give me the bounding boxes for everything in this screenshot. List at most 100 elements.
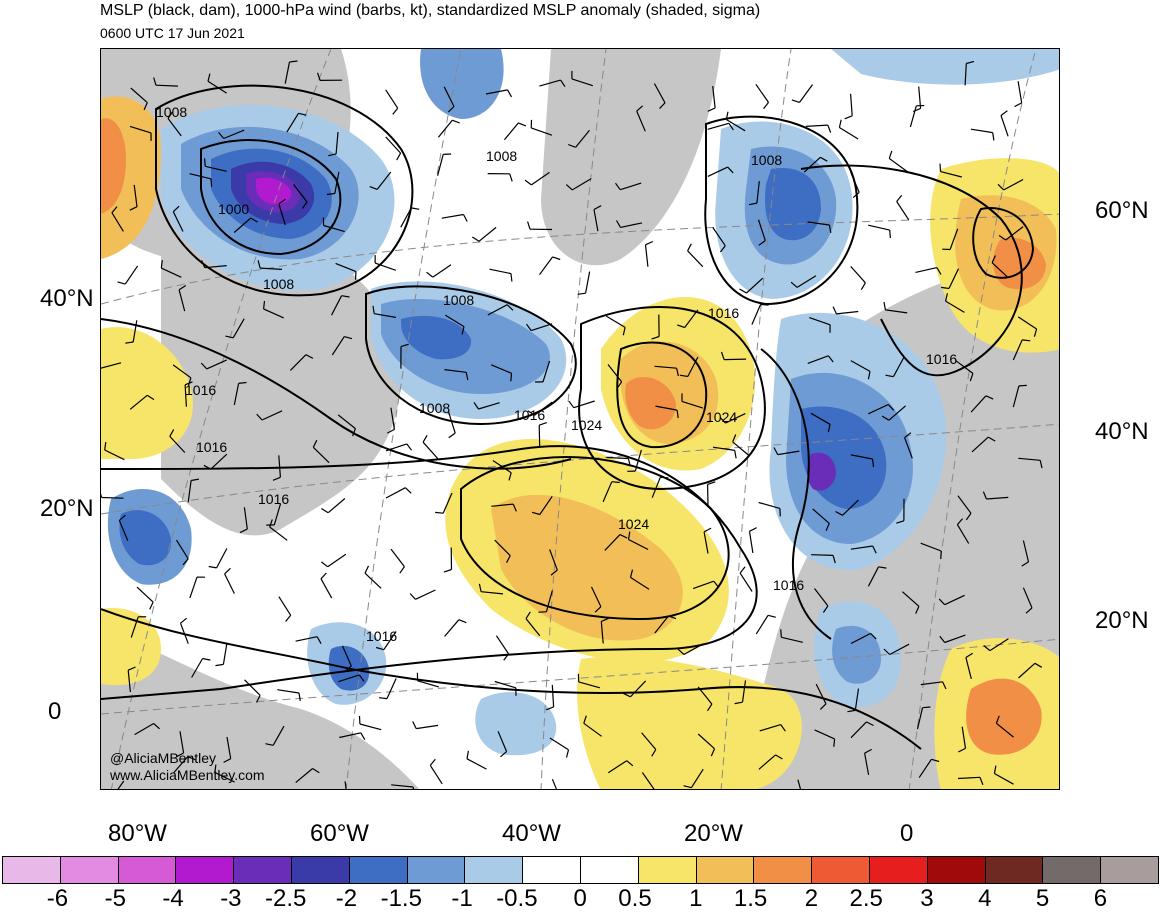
wind-barb xyxy=(277,690,299,693)
wind-barb-feather xyxy=(203,659,211,661)
isobar-label: 1016 xyxy=(366,628,397,644)
wind-barb-feather xyxy=(410,594,416,600)
isobar-label: 1008 xyxy=(443,292,474,308)
wind-barb-feather xyxy=(435,512,443,513)
wind-barb-feather xyxy=(761,304,769,305)
wind-barb-feather xyxy=(740,289,747,293)
colorbar-tick-label: 4 xyxy=(978,885,991,913)
wind-barb-feather xyxy=(528,222,530,230)
lon-label-60w: 60°W xyxy=(310,820,369,848)
wind-barb xyxy=(540,257,553,275)
wind-barb xyxy=(574,401,595,408)
wind-barb-feather xyxy=(365,566,369,573)
wind-barb xyxy=(386,444,407,451)
wind-barb-feather xyxy=(510,174,513,182)
wind-barb xyxy=(190,577,197,598)
colorbar-cell xyxy=(638,856,697,884)
colorbar-tick-label: 2.5 xyxy=(850,885,883,913)
wind-barb xyxy=(839,128,858,140)
wind-barb-feather xyxy=(781,629,782,637)
wind-barb-feather xyxy=(1019,385,1027,386)
colorbar-tick-label: -3 xyxy=(220,885,241,913)
wind-barb xyxy=(800,85,813,103)
wind-barb xyxy=(445,620,459,637)
wind-barb-feather xyxy=(444,570,452,573)
lon-label-40w: 40°W xyxy=(502,820,561,848)
isobar-label: 1008 xyxy=(419,400,450,416)
wind-barb xyxy=(365,573,381,588)
colorbar-tick-label: 0 xyxy=(574,885,587,913)
wind-barb-feather xyxy=(508,90,512,97)
wind-barb-feather xyxy=(1015,103,1022,107)
wind-barb-feather xyxy=(553,257,561,260)
wind-barb-feather xyxy=(181,618,187,623)
wind-barb xyxy=(430,765,442,784)
wind-barb xyxy=(586,272,590,294)
colorbar-cell xyxy=(985,856,1044,884)
credit-website: www.AliciaMBentley.com xyxy=(110,767,265,783)
map-panel: 1008 1000 1008 1008 1008 1008 1008 1016 … xyxy=(100,48,1060,790)
isobar-label: 1016 xyxy=(708,305,739,321)
wind-barb xyxy=(811,555,833,556)
map-canvas: 1008 1000 1008 1008 1008 1008 1008 1016 … xyxy=(101,49,1060,790)
wind-barb xyxy=(423,442,438,458)
wind-barb-feather xyxy=(792,100,800,103)
wind-barb-feather xyxy=(400,567,405,574)
isobar-label: 1016 xyxy=(196,439,227,455)
wind-barb xyxy=(217,548,227,568)
wind-barb xyxy=(102,498,124,499)
wind-barb-feather xyxy=(321,562,327,567)
lat-label-40n-right: 40°N xyxy=(1095,418,1149,446)
lon-label-0: 0 xyxy=(900,820,913,848)
colorbar-cell xyxy=(118,856,177,884)
wind-barb xyxy=(467,759,487,769)
wind-barb xyxy=(137,587,153,602)
wind-barb xyxy=(971,129,993,132)
wind-barb xyxy=(851,266,866,282)
wind-barb-feather xyxy=(449,433,456,438)
wind-barb-feather xyxy=(118,282,126,284)
wind-barb-feather xyxy=(764,102,769,108)
wind-barb xyxy=(552,685,553,707)
wind-barb-feather xyxy=(940,164,941,172)
wind-barb xyxy=(552,779,560,790)
wind-barb-feather xyxy=(511,373,512,381)
colorbar-tick-label: 5 xyxy=(1036,885,1049,913)
wind-barb-feather xyxy=(286,615,291,621)
wind-barb-feather xyxy=(884,302,885,310)
colorbar xyxy=(2,856,1158,884)
isobar-label: 1008 xyxy=(486,148,517,164)
wind-barb xyxy=(360,724,381,730)
isobar-label: 1024 xyxy=(706,409,737,425)
wind-barb xyxy=(550,738,569,750)
isobar-label: 1008 xyxy=(751,152,782,168)
colorbar-cell xyxy=(291,856,350,884)
wind-barb xyxy=(1018,81,1022,103)
colorbar-cell xyxy=(696,856,755,884)
colorbar-cell xyxy=(580,856,639,884)
wind-barb xyxy=(724,359,746,360)
isobar-label: 1024 xyxy=(571,417,602,433)
lon-label-80w: 80°W xyxy=(108,820,167,848)
wind-barb-feather xyxy=(101,490,102,498)
wind-barb-feather xyxy=(750,528,757,532)
wind-barb xyxy=(387,679,396,699)
wind-barb xyxy=(225,574,235,594)
wind-barb xyxy=(328,499,345,513)
wind-barb-feather xyxy=(379,698,387,699)
wind-barb xyxy=(897,202,909,220)
wind-barb-feather xyxy=(845,116,853,119)
wind-barb-feather xyxy=(411,208,419,209)
wind-barb-feather xyxy=(688,244,692,251)
wind-barb-feather xyxy=(209,567,217,568)
wind-barb-feather xyxy=(423,435,427,442)
wind-barb-feather xyxy=(1001,111,1007,116)
colorbar-cell xyxy=(60,856,119,884)
colorbar-cell xyxy=(2,856,61,884)
isobar-label: 1016 xyxy=(258,491,289,507)
colorbar-cell xyxy=(464,856,523,884)
wind-barb-feather xyxy=(225,568,231,574)
wind-barb xyxy=(836,312,858,314)
colorbar-cell xyxy=(927,856,986,884)
wind-barb xyxy=(916,268,937,273)
